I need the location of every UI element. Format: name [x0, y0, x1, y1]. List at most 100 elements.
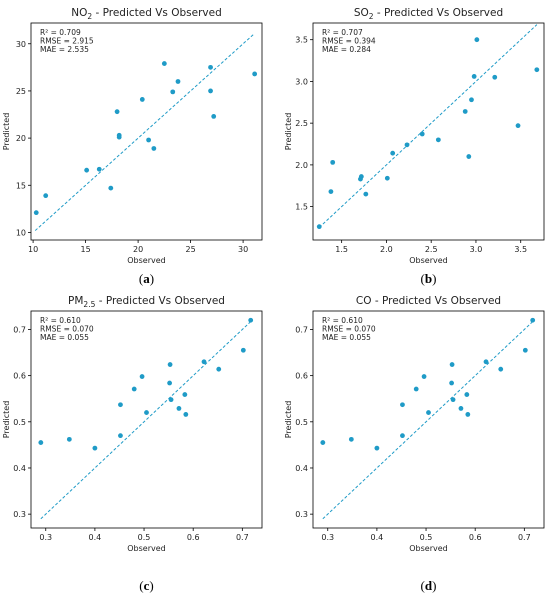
- data-point: [464, 392, 470, 397]
- stats-line: R² = 0.610: [40, 316, 81, 325]
- x-tick-label: 0.7: [518, 533, 531, 542]
- x-tick-label: 0.4: [371, 533, 384, 542]
- data-point: [248, 317, 254, 323]
- y-tick-label: 3.0: [295, 77, 308, 86]
- y-tick-label: 0.5: [295, 418, 308, 427]
- data-point: [530, 317, 536, 323]
- stats-line: RMSE = 2.915: [40, 37, 94, 46]
- data-point: [176, 406, 182, 411]
- stats-line: MAE = 0.055: [322, 333, 371, 342]
- data-point: [400, 433, 405, 439]
- data-point: [139, 374, 145, 379]
- data-point: [201, 359, 207, 365]
- data-point: [151, 146, 157, 151]
- y-tick-label: 25: [16, 87, 26, 96]
- stats-line: MAE = 0.284: [322, 45, 371, 54]
- y-tick-label: 0.7: [295, 325, 308, 334]
- data-point: [522, 347, 528, 353]
- chart-title: NO2 - Predicted Vs Observed: [71, 7, 222, 21]
- stats-line: R² = 0.707: [322, 28, 363, 37]
- stats-line: RMSE = 0.070: [40, 325, 94, 334]
- y-tick-label: 20: [16, 134, 26, 143]
- y-axis-label: Predicted: [284, 113, 293, 151]
- data-point: [208, 64, 213, 70]
- x-tick-label: 15: [81, 245, 91, 254]
- x-axis-label: Observed: [127, 256, 166, 265]
- plot-frame: [30, 22, 263, 241]
- y-tick-label: 3.5: [295, 36, 308, 45]
- y-tick-label: 0.3: [295, 510, 308, 519]
- data-point: [404, 142, 410, 148]
- x-tick-label: 0.7: [236, 533, 249, 542]
- data-point: [118, 433, 123, 439]
- data-point: [182, 392, 188, 397]
- data-point: [108, 185, 114, 191]
- y-tick-label: 0.4: [13, 464, 26, 473]
- data-point: [175, 79, 181, 84]
- data-point: [348, 436, 354, 442]
- y-tick-label: 0.6: [13, 372, 26, 381]
- data-point: [66, 436, 72, 442]
- identity-line: [40, 321, 252, 520]
- identity-line: [34, 33, 254, 231]
- panel-caption: (a): [139, 271, 154, 286]
- stats-line: R² = 0.709: [40, 28, 81, 37]
- data-point: [118, 402, 123, 408]
- chart-panel-b: SO2 - Predicted Vs Observed 1.5 2.0 2.5 3.0 3…: [284, 7, 545, 286]
- data-point: [208, 88, 213, 94]
- chart-title: PM2.5 - Predicted Vs Observed: [68, 295, 225, 309]
- data-point: [168, 397, 174, 403]
- plot-frame: [312, 22, 545, 241]
- x-tick-label: 10: [28, 245, 38, 254]
- data-point: [421, 374, 427, 379]
- y-tick-label: 30: [16, 40, 26, 49]
- data-point: [146, 137, 152, 143]
- panel-caption: (d): [421, 578, 437, 593]
- data-point: [435, 137, 441, 143]
- data-point: [211, 114, 217, 119]
- chart-title: CO - Predicted Vs Observed: [356, 295, 501, 307]
- chart-panel-d: CO - Predicted Vs Observed 0.3 0.4 0.5 0.6 0.…: [284, 295, 545, 593]
- y-tick-label: 2.5: [295, 119, 308, 128]
- data-point: [390, 150, 396, 156]
- data-point: [462, 109, 468, 114]
- chart-panel-c: PM2.5 - Predicted Vs Observed 0.3 0.4 0.5 0.…: [2, 295, 263, 593]
- data-point: [515, 123, 521, 129]
- identity-line: [318, 24, 538, 228]
- data-point: [449, 380, 454, 386]
- data-point: [114, 109, 120, 115]
- x-axis-label: Observed: [127, 544, 166, 553]
- y-tick-label: 0.7: [13, 325, 26, 334]
- data-point: [38, 440, 44, 445]
- data-point: [458, 406, 464, 411]
- plot-frame: [30, 310, 263, 529]
- data-point: [449, 362, 455, 367]
- stats-line: R² = 0.610: [322, 316, 363, 325]
- data-point: [167, 362, 173, 367]
- stats-line: MAE = 0.055: [40, 333, 89, 342]
- x-tick-label: 25: [186, 245, 196, 254]
- y-tick-label: 0.4: [295, 464, 308, 473]
- panel-caption: (c): [139, 578, 153, 593]
- data-point: [240, 347, 246, 353]
- y-tick-label: 2.0: [295, 161, 308, 170]
- data-point: [400, 402, 405, 408]
- data-point: [33, 210, 39, 216]
- x-axis-label: Observed: [409, 256, 448, 265]
- x-tick-label: 0.6: [187, 533, 200, 542]
- data-point: [384, 175, 390, 181]
- data-point: [43, 193, 49, 199]
- data-point: [96, 166, 102, 172]
- data-point: [131, 386, 137, 392]
- data-point: [426, 410, 431, 415]
- data-point: [170, 89, 176, 95]
- data-point: [466, 154, 472, 159]
- stats-line: RMSE = 0.394: [322, 37, 376, 46]
- x-tick-label: 30: [238, 245, 248, 254]
- y-axis-label: Predicted: [2, 113, 11, 151]
- data-point: [498, 366, 504, 372]
- data-point: [358, 174, 364, 179]
- x-tick-label: 0.5: [138, 533, 151, 542]
- data-point: [84, 167, 90, 173]
- data-point: [328, 189, 334, 194]
